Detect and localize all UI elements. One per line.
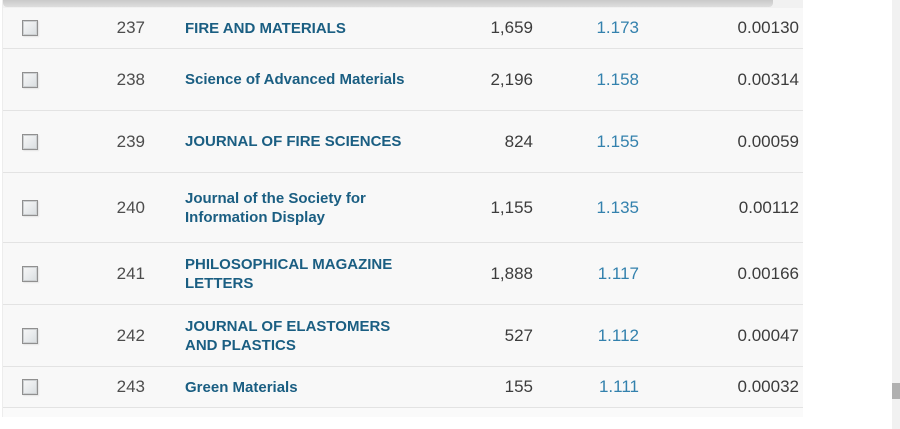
journal-title-link[interactable]: Science of Advanced Materials [185,71,405,88]
select-checkbox[interactable] [22,133,38,150]
select-checkbox[interactable] [22,20,38,36]
select-cell [3,327,59,344]
select-checkbox[interactable] [22,71,38,88]
impact-factor-cell: 1.111 [533,377,639,397]
impact-factor-cell: 1.158 [533,70,639,90]
rank-cell: 238 [116,69,145,89]
total-cites-cell: 1,155 [490,197,533,217]
rank-cell: 243 [116,377,145,396]
total-cites-cell: 155 [504,377,533,396]
title-cell: Science of Advanced Materials [145,70,415,89]
impact-factor-link[interactable]: 1.111 [598,377,639,396]
impact-factor-cell: 1.117 [533,264,639,284]
title-cell: Journal of the Society for Information D… [145,189,415,227]
select-checkbox[interactable] [22,199,38,216]
total-cites-cell: 527 [504,325,533,345]
impact-factor-cell: 1.135 [533,198,639,218]
next-row-partial [3,408,803,417]
select-cell [3,265,59,282]
eigenfactor-cell: 0.00059 [737,131,799,151]
impact-factor-link[interactable]: 1.112 [597,325,639,345]
table-row: 243 Green Materials 155 1.111 0.00032 [3,367,803,408]
rank-cell: 240 [116,197,145,217]
journal-rank-table: 237 FIRE AND MATERIALS 1,659 1.173 0.001… [2,0,803,417]
title-cell: JOURNAL OF FIRE SCIENCES [145,132,415,151]
rank-cell: 239 [116,131,145,151]
vertical-scrollbar-track[interactable] [892,0,900,429]
title-cell: Green Materials [145,378,415,397]
table-row: 241 PHILOSOPHICAL MAGAZINE LETTERS 1,888… [3,243,803,305]
rank-cell: 242 [116,325,145,345]
rank-cell: 241 [116,263,145,283]
total-cites-cell: 2,196 [490,69,533,89]
table-row: 242 JOURNAL OF ELASTOMERS AND PLASTICS 5… [3,305,803,367]
select-cell [3,199,59,216]
title-cell: JOURNAL OF ELASTOMERS AND PLASTICS [145,317,415,355]
impact-factor-link[interactable]: 1.117 [597,263,639,283]
impact-factor-cell: 1.112 [533,326,639,346]
select-checkbox[interactable] [22,379,38,395]
select-checkbox[interactable] [22,265,38,282]
impact-factor-link[interactable]: 1.155 [596,131,639,151]
select-cell [3,71,59,88]
eigenfactor-cell: 0.00032 [737,377,799,396]
journal-title-link[interactable]: JOURNAL OF ELASTOMERS AND PLASTICS [185,317,391,354]
impact-factor-cell: 1.173 [533,18,639,38]
table-row: 237 FIRE AND MATERIALS 1,659 1.173 0.001… [3,8,803,49]
select-cell [3,133,59,150]
impact-factor-cell: 1.155 [533,132,639,152]
total-cites-cell: 1,659 [490,18,533,37]
total-cites-cell: 824 [504,131,533,151]
eigenfactor-cell: 0.00112 [738,197,799,217]
table-row: 240 Journal of the Society for Informati… [3,173,803,243]
total-cites-cell: 1,888 [490,263,533,283]
title-cell: FIRE AND MATERIALS [145,19,415,38]
select-cell [3,20,59,36]
journal-title-link[interactable]: Journal of the Society for Information D… [185,189,366,226]
table-row: 238 Science of Advanced Materials 2,196 … [3,49,803,111]
horizontal-scrollbar-track[interactable] [3,0,803,8]
table-row: 239 JOURNAL OF FIRE SCIENCES 824 1.155 0… [3,111,803,173]
select-checkbox[interactable] [22,327,38,344]
select-cell [3,379,59,395]
eigenfactor-cell: 0.00166 [737,263,799,283]
rank-cell: 237 [116,18,145,37]
journal-title-link[interactable]: FIRE AND MATERIALS [185,19,346,37]
impact-factor-link[interactable]: 1.135 [596,197,639,217]
eigenfactor-cell: 0.00047 [737,325,799,345]
eigenfactor-cell: 0.00130 [737,18,799,37]
journal-title-link[interactable]: Green Materials [185,378,298,396]
impact-factor-link[interactable]: 1.173 [596,18,639,37]
journal-title-link[interactable]: PHILOSOPHICAL MAGAZINE LETTERS [185,255,393,292]
vertical-scrollbar-thumb[interactable] [892,383,900,399]
journal-title-link[interactable]: JOURNAL OF FIRE SCIENCES [185,133,402,150]
horizontal-scrollbar-thumb[interactable] [3,0,773,7]
impact-factor-link[interactable]: 1.158 [596,69,639,89]
title-cell: PHILOSOPHICAL MAGAZINE LETTERS [145,255,415,293]
eigenfactor-cell: 0.00314 [737,69,799,89]
